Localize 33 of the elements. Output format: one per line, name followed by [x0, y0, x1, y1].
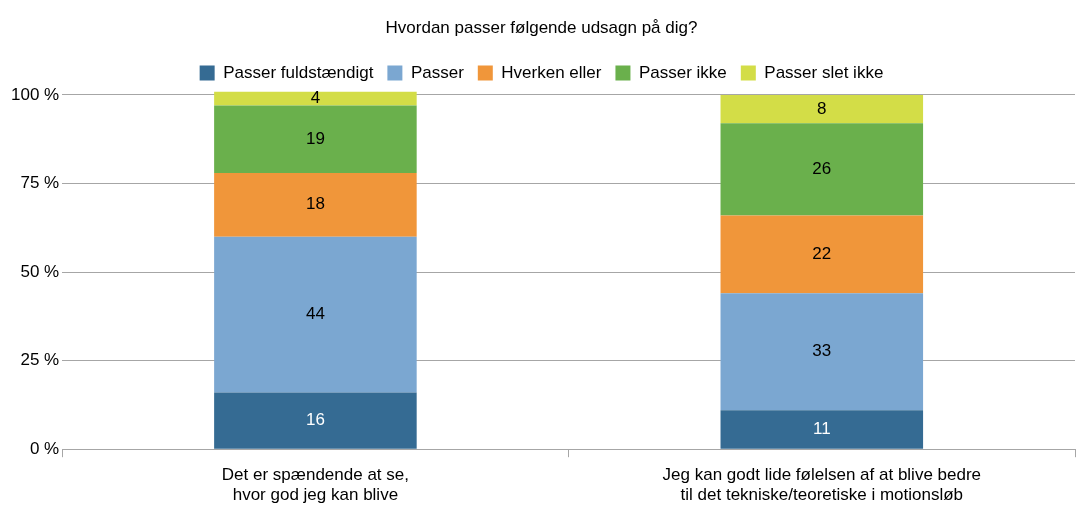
- y-tick-label: 25 %: [20, 350, 60, 370]
- bar: [720, 123, 924, 216]
- legend-label: Passer: [410, 62, 465, 82]
- y-tick-label: 100 %: [11, 84, 60, 104]
- legend-label: Passer slet ikke: [764, 62, 884, 82]
- bar: [720, 293, 924, 411]
- chart-title: Hvordan passer følgende udsagn på dig?: [385, 17, 698, 37]
- data-label: 33: [812, 341, 832, 361]
- x-tick-label: Jeg kan godt lide følelsen af at blive bedre til det tekniske/teoretiske i motionsløb: [662, 465, 982, 505]
- legend-label: Passer ikke: [638, 62, 727, 82]
- y-tick-label: 0 %: [29, 438, 60, 458]
- bar: [214, 172, 417, 237]
- data-label: 26: [812, 159, 832, 179]
- bar: [214, 105, 417, 173]
- bar: [720, 410, 924, 449]
- x-tick-label: Det er spændende at se, hvor god jeg kan blive: [221, 465, 409, 505]
- data-label: 8: [817, 98, 827, 118]
- legend-label: Hverken eller: [501, 62, 602, 82]
- data-label: 19: [305, 128, 325, 148]
- data-label: 4: [310, 88, 321, 108]
- bar: [214, 236, 417, 393]
- bar: [720, 215, 924, 294]
- y-tick-label: 75 %: [20, 173, 60, 193]
- bar: [720, 94, 924, 124]
- y-tick-label: 50 %: [20, 261, 60, 281]
- data-label: 11: [812, 419, 831, 439]
- data-label: 22: [812, 244, 832, 264]
- data-label: 44: [305, 304, 325, 324]
- bar: [214, 392, 417, 449]
- data-label: 16: [305, 410, 325, 430]
- data-label: 18: [305, 194, 325, 214]
- bar: [214, 91, 417, 106]
- legend-label: Passer fuldstændigt: [223, 62, 374, 82]
